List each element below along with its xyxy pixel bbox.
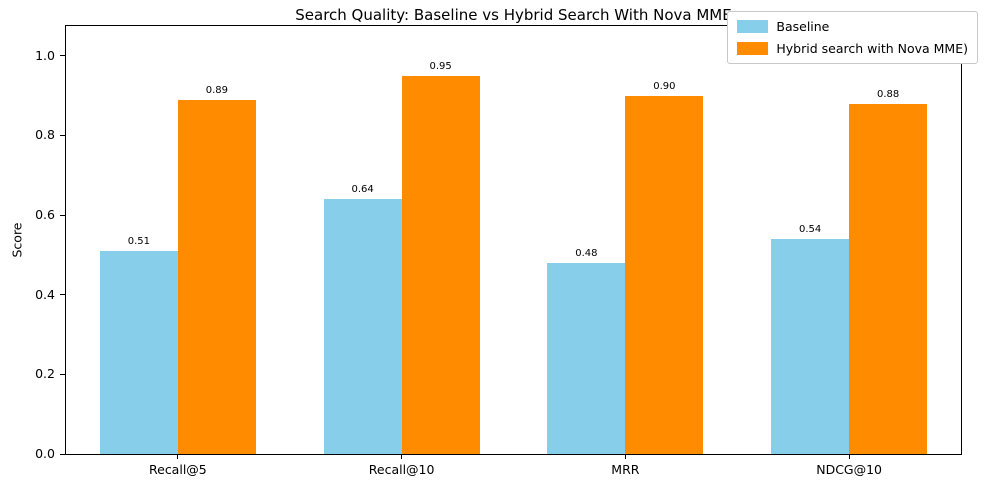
x-tick-mark xyxy=(177,454,179,459)
plot-area: 0.0 0.2 0.4 0.6 0.8 1.0 Recall@5 0.51 0.89 Recall… xyxy=(35,25,962,477)
legend: Baseline Hybrid search with Nova MME) xyxy=(727,11,978,64)
bar-value-label: 0.90 xyxy=(653,80,676,92)
x-tick-mark xyxy=(848,454,850,459)
bar xyxy=(625,95,704,454)
chart-title: Search Quality: Baseline vs Hybrid Searc… xyxy=(295,6,732,24)
y-tick-label: 0.0 xyxy=(35,446,55,461)
x-tick-label: MRR xyxy=(611,462,640,477)
y-tick-label: 1.0 xyxy=(35,47,55,63)
y-tick-mark xyxy=(60,134,65,136)
y-tick-label: 0.8 xyxy=(35,127,55,143)
bar xyxy=(401,75,480,454)
legend-entry: Hybrid search with Nova MME) xyxy=(737,41,968,56)
legend-label: Hybrid search with Nova MME) xyxy=(776,41,968,56)
y-axis-label: Score xyxy=(9,222,25,258)
y-tick-label: 0.6 xyxy=(35,207,55,223)
bar xyxy=(323,199,402,454)
y-tick-mark xyxy=(60,55,65,57)
y-tick-mark xyxy=(60,214,65,216)
legend-entry: Baseline xyxy=(737,19,968,34)
x-tick-label: Recall@10 xyxy=(368,462,435,477)
x-tick-mark xyxy=(401,454,403,459)
bar-value-label: 0.89 xyxy=(205,84,228,96)
bar xyxy=(99,250,178,454)
bar-value-label: 0.88 xyxy=(876,88,900,100)
bar-value-label: 0.54 xyxy=(798,224,822,235)
y-tick-mark xyxy=(60,373,65,375)
legend-label: Baseline xyxy=(776,19,830,34)
bar-value-label: 0.48 xyxy=(575,247,598,259)
bar xyxy=(771,239,850,454)
x-tick-mark xyxy=(624,454,626,459)
bar xyxy=(177,99,256,454)
x-tick-label: Recall@5 xyxy=(149,462,207,477)
bar xyxy=(547,262,626,454)
y-tick-mark xyxy=(60,294,65,296)
y-tick-label: 0.2 xyxy=(35,366,55,382)
bar xyxy=(849,103,928,454)
legend-swatch xyxy=(737,42,769,55)
bar-value-label: 0.64 xyxy=(351,184,374,196)
bar-value-label: 0.51 xyxy=(127,235,150,247)
bar-value-label: 0.95 xyxy=(429,60,452,72)
x-tick-label: NDCG@10 xyxy=(816,462,883,477)
legend-swatch xyxy=(737,20,769,33)
y-tick-label: 0.4 xyxy=(35,286,55,302)
y-tick-mark xyxy=(60,453,65,455)
